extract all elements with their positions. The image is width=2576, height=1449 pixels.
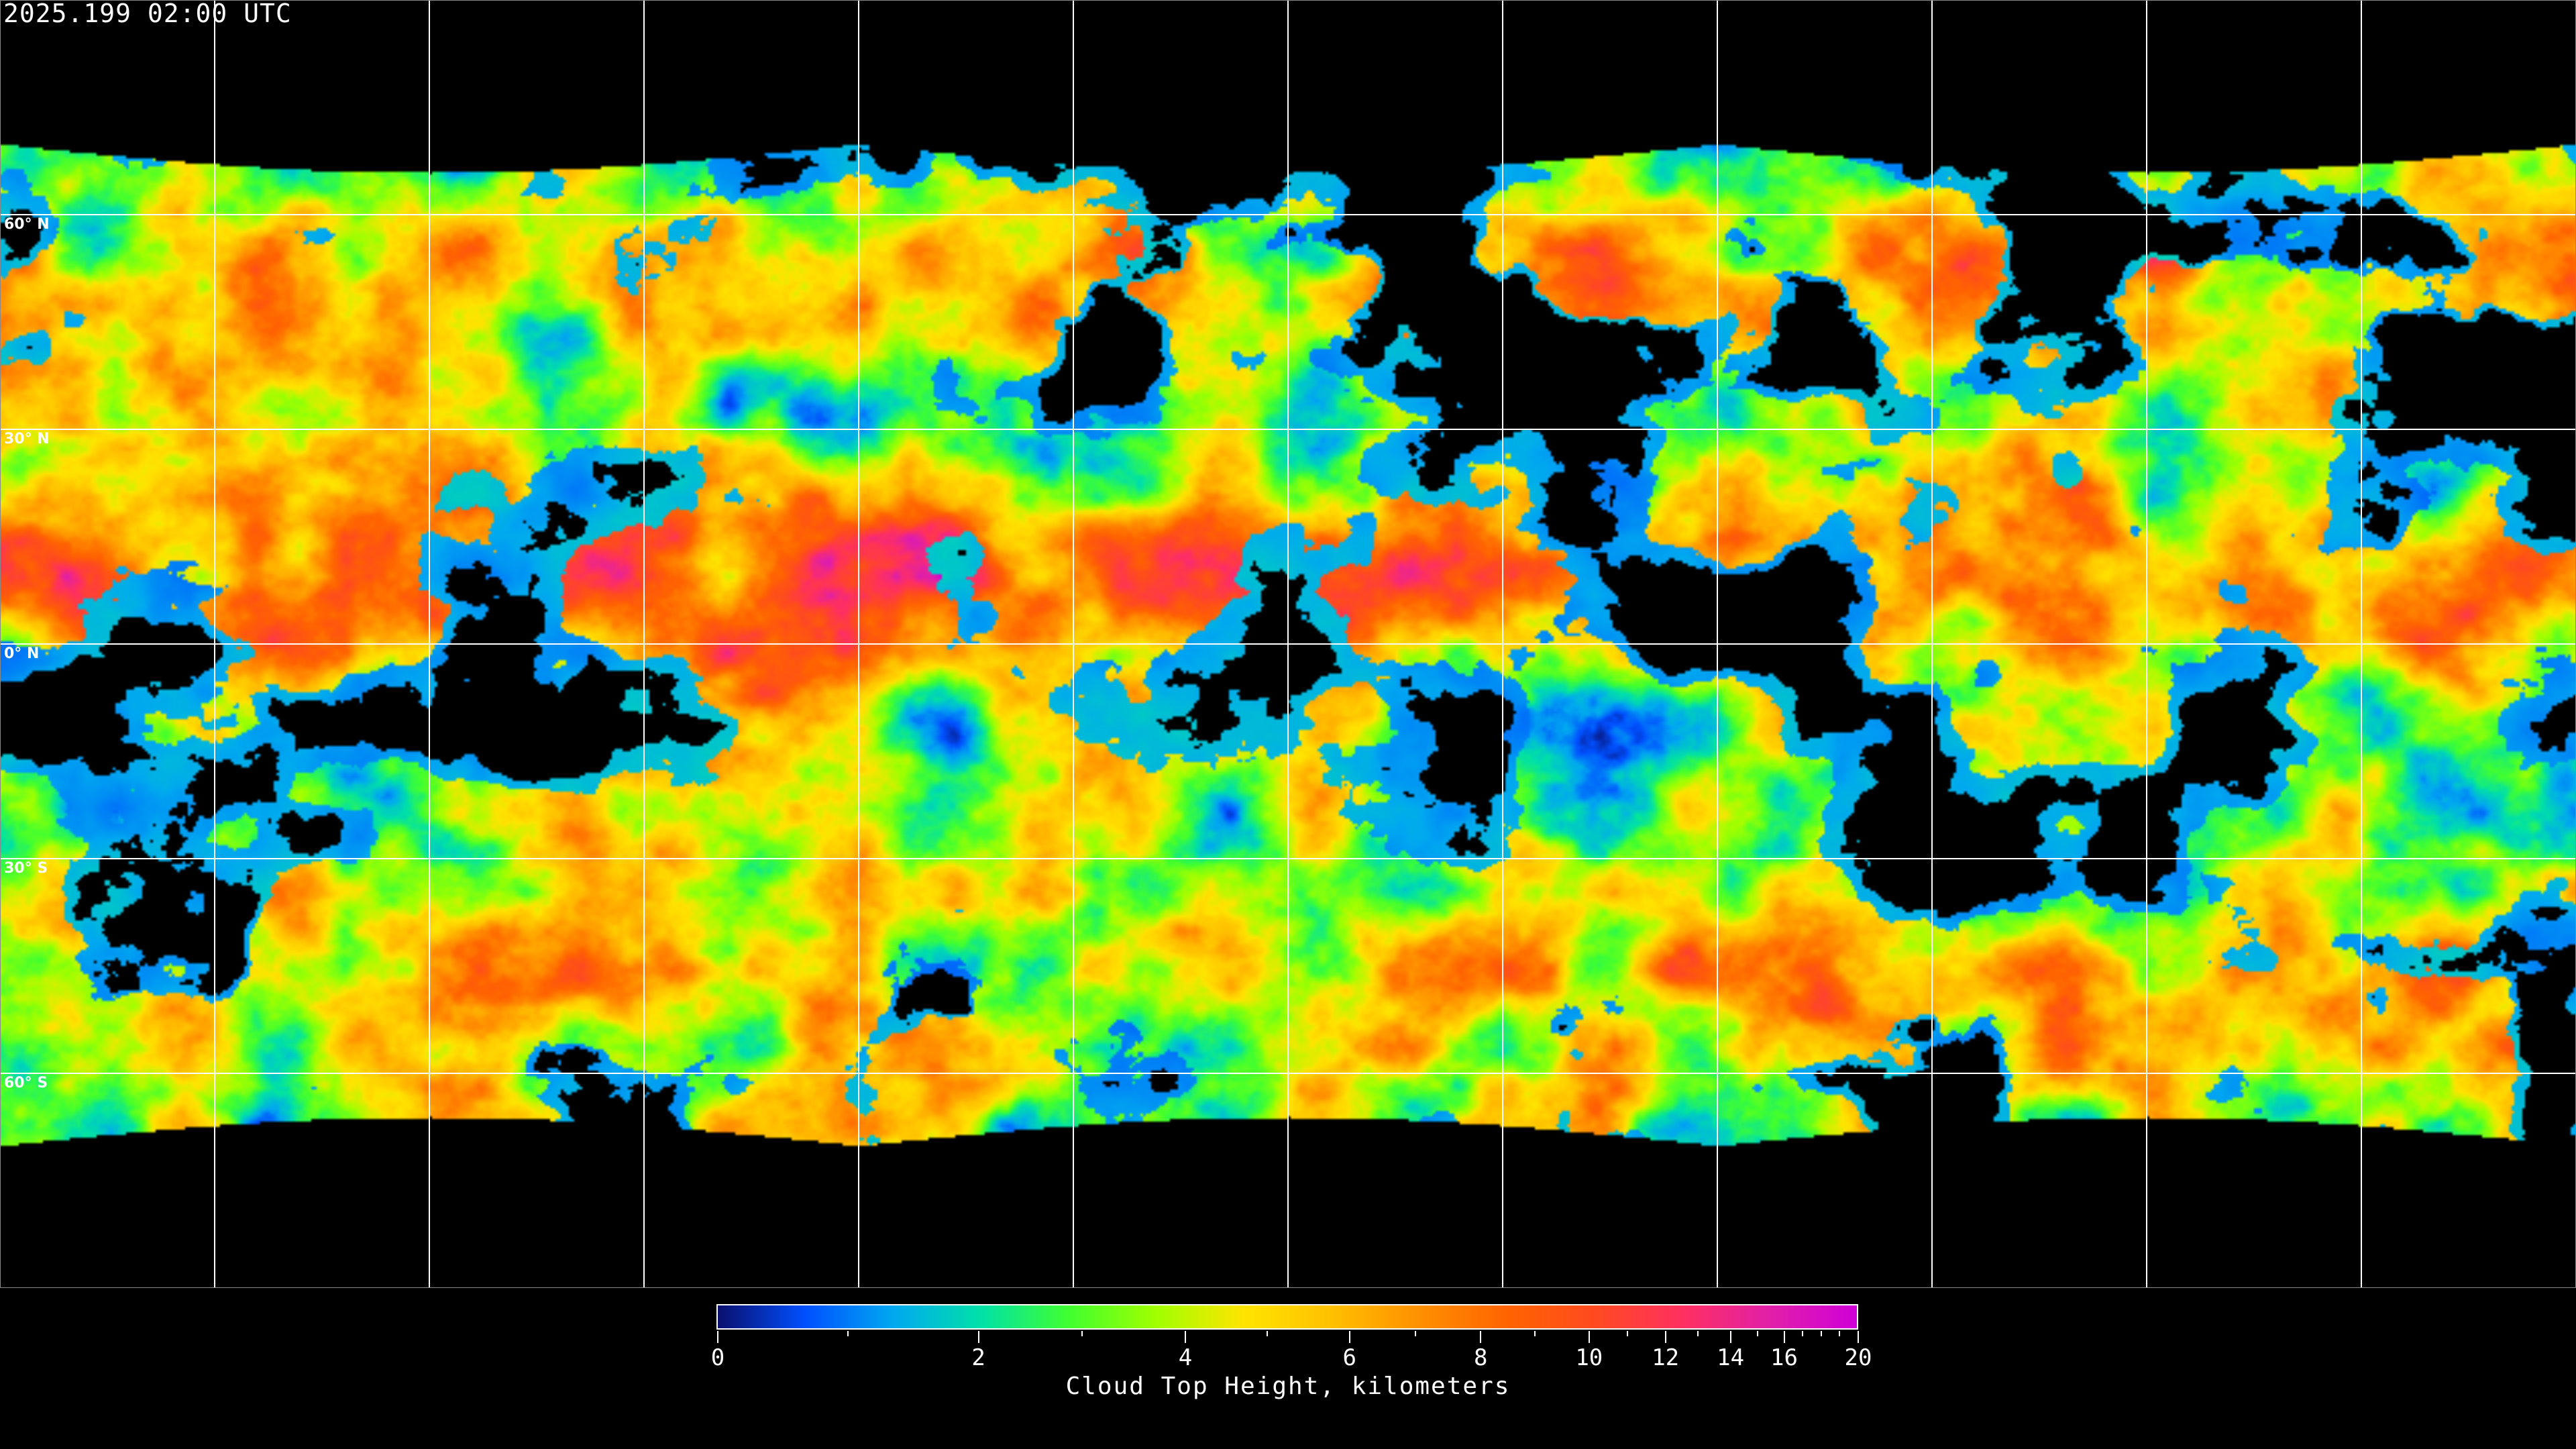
colorbar-tick-label: 8 <box>1474 1344 1488 1371</box>
colorbar-tick-label: 20 <box>1844 1344 1872 1371</box>
colorbar-minor-tick <box>1267 1331 1269 1336</box>
colorbar-major-tick <box>1729 1331 1731 1343</box>
lat-label-60n: 60° N <box>4 216 50 233</box>
colorbar-minor-tick <box>1756 1331 1758 1336</box>
colorbar-tick-label: 12 <box>1652 1344 1680 1371</box>
colorbar-tick-label: 14 <box>1717 1344 1745 1371</box>
colorbar-major-tick <box>1664 1331 1666 1343</box>
colorbar-major-tick <box>1480 1331 1482 1343</box>
colorbar <box>716 1304 1858 1330</box>
colorbar-minor-tick <box>1820 1331 1822 1336</box>
colorbar-tick-label: 2 <box>971 1344 985 1371</box>
colorbar-tick-label: 6 <box>1342 1344 1357 1371</box>
colorbar-major-tick <box>1348 1331 1350 1343</box>
lat-label-30n: 30° N <box>4 431 50 447</box>
colorbar-tick-label: 0 <box>710 1344 725 1371</box>
colorbar-minor-tick <box>1839 1331 1841 1336</box>
colorbar-tick-label: 16 <box>1770 1344 1798 1371</box>
colorbar-title: Cloud Top Height, kilometers <box>1065 1373 1511 1400</box>
lat-lon-grid <box>0 0 2576 1288</box>
colorbar-minor-tick <box>1626 1331 1628 1336</box>
colorbar-minor-tick <box>1697 1331 1699 1336</box>
colorbar-major-tick <box>1185 1331 1186 1343</box>
timestamp-title: 2025.199 02:00 UTC <box>3 0 292 28</box>
colorbar-tick-label: 10 <box>1575 1344 1603 1371</box>
colorbar-minor-tick <box>1534 1331 1536 1336</box>
colorbar-major-tick <box>1783 1331 1785 1343</box>
colorbar-minor-tick <box>1802 1331 1804 1336</box>
colorbar-minor-tick <box>1081 1331 1083 1336</box>
colorbar-major-tick <box>1588 1331 1590 1343</box>
colorbar-minor-tick <box>847 1331 849 1336</box>
colorbar-ticks: 0 2 4 6 8 10 12 14 16 20 <box>711 1331 1872 1385</box>
colorbar-minor-tick <box>1414 1331 1416 1336</box>
lat-label-0n: 0° N <box>4 645 40 662</box>
lat-label-60s: 60° S <box>4 1075 48 1091</box>
lat-label-30s: 30° S <box>4 860 48 877</box>
colorbar-tick-label: 4 <box>1178 1344 1193 1371</box>
colorbar-major-tick <box>717 1331 718 1343</box>
colorbar-major-tick <box>1858 1331 1859 1343</box>
colorbar-major-tick <box>977 1331 979 1343</box>
